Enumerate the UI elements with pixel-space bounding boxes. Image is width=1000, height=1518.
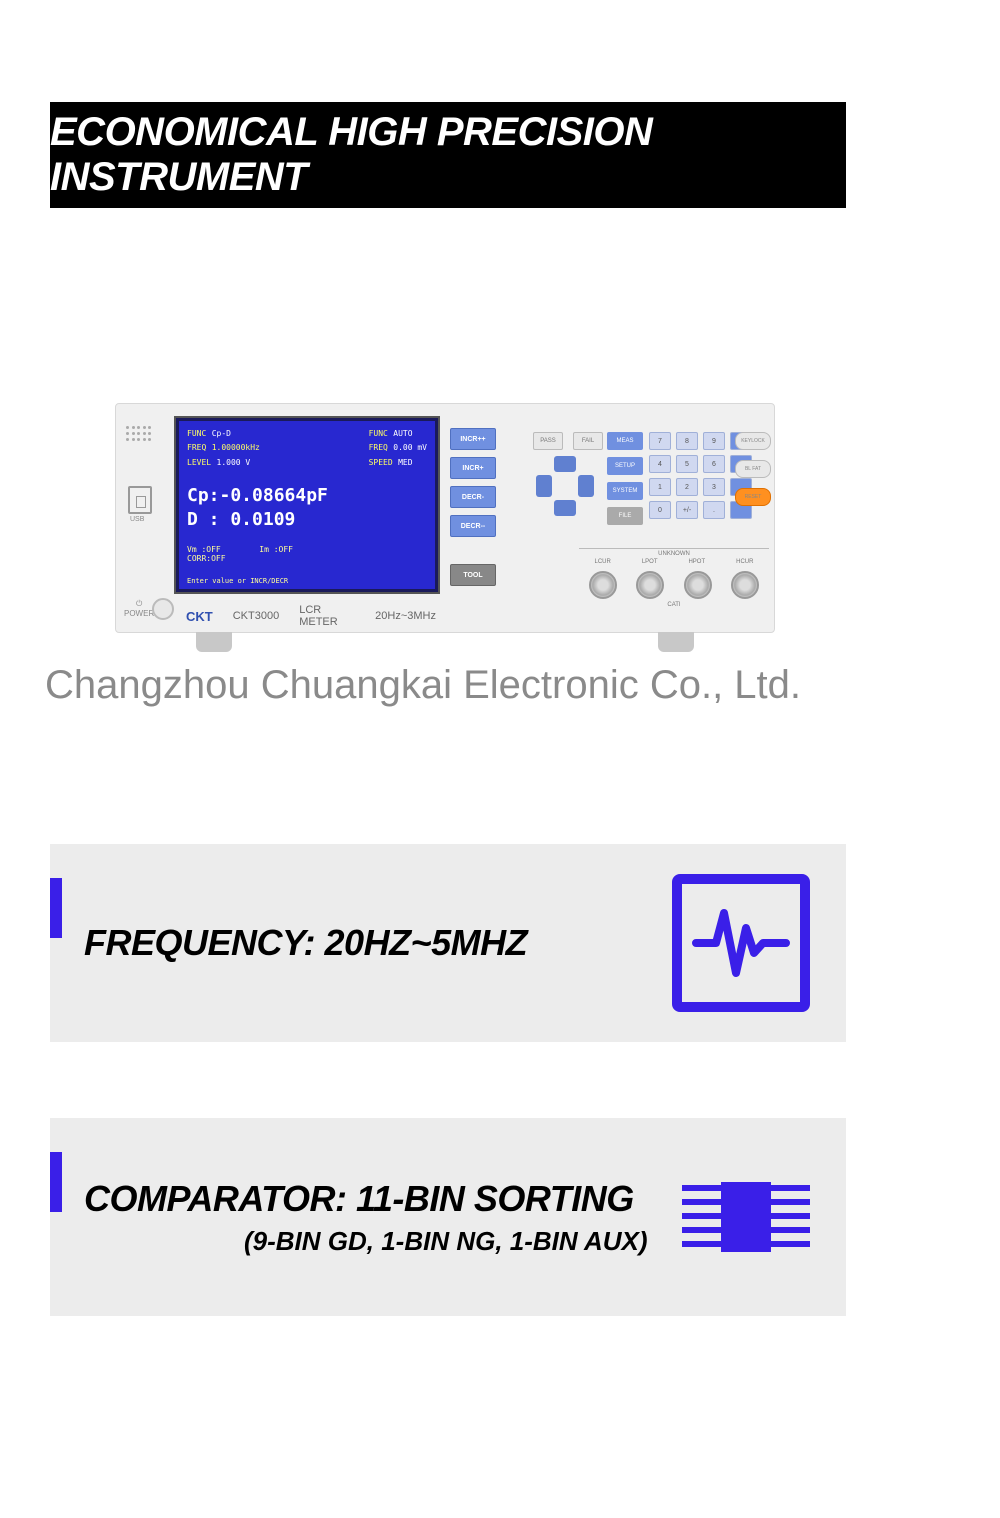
feature-title: COMPARATOR: 11-BIN SORTING (84, 1178, 682, 1220)
power-button (152, 598, 174, 620)
incr-pp-button: INCR++ (450, 428, 496, 450)
feature-comparator: COMPARATOR: 11-BIN SORTING (9-BIN GD, 1-… (50, 1118, 846, 1316)
keylock-button: KEYLOCK (735, 432, 771, 450)
feature-frequency: FREQUENCY: 20HZ~5MHZ (50, 844, 846, 1042)
decr-m-button: DECR- (450, 486, 496, 508)
lcd-screen: FUNC Cp-D FREQ 1.00000kHz LEVEL 1.000 V … (174, 416, 440, 594)
incr-p-button: INCR+ (450, 457, 496, 479)
feature-subtitle: (9-BIN GD, 1-BIN NG, 1-BIN AUX) (244, 1226, 682, 1257)
header-banner: ECONOMICAL HIGH PRECISION INSTRUMENT (50, 102, 846, 208)
side-button-column: INCR++ INCR+ DECR- DECR-- TOOL (450, 428, 496, 586)
header-title: ECONOMICAL HIGH PRECISION INSTRUMENT (50, 110, 846, 200)
model-label: CKT3000 (233, 610, 279, 622)
bnc-hpot-icon (684, 571, 712, 599)
company-name: Changzhou Chuangkai Electronic Co., Ltd. (45, 663, 801, 708)
pass-button: PASS (533, 432, 563, 450)
tool-button: TOOL (450, 564, 496, 586)
accent-bar-icon (50, 878, 62, 938)
feature-title: FREQUENCY: 20HZ~5MHZ (84, 922, 672, 964)
bnc-lcur-icon (589, 571, 617, 599)
bnc-lpot-icon (636, 571, 664, 599)
device-foot-icon (658, 632, 694, 652)
bnc-hcur-icon (731, 571, 759, 599)
meas-button: MEAS (607, 432, 643, 450)
reset-button: RESET (735, 488, 771, 506)
system-button: SYSTEM (607, 482, 643, 500)
usb-port-icon (128, 486, 152, 514)
bnc-connectors: UNKNOWN LCUR LPOT HPOT HCUR CATI (579, 548, 769, 608)
file-button: FILE (607, 507, 643, 525)
decr-mm-button: DECR-- (450, 515, 496, 537)
accent-bar-icon (50, 1152, 62, 1212)
brand-logo: CKT (186, 609, 213, 624)
usb-label: USB (130, 516, 144, 523)
speaker-icon (126, 426, 152, 442)
blfat-button: BL FAT (735, 460, 771, 478)
chip-icon (682, 1177, 810, 1257)
control-panel: PASS FAIL MEAS SETUP SYSTEM FILE 789 456… (511, 414, 771, 624)
fail-button: FAIL (573, 432, 603, 450)
range-label: 20Hz~3MHz (375, 610, 436, 622)
setup-button: SETUP (607, 457, 643, 475)
power-label: ⏻POWER (124, 599, 154, 618)
waveform-icon (672, 874, 810, 1012)
device-brand-row: CKT CKT3000 LCR METER 20Hz~3MHz (186, 604, 436, 628)
device-foot-icon (196, 632, 232, 652)
dpad-icon (533, 456, 597, 516)
measurement-readout: Cp:-0.08664pF D : 0.0109 (187, 484, 427, 531)
instrument-device: USB ⏻POWER FUNC Cp-D FREQ 1.00000kHz LEV… (115, 403, 775, 633)
type-label: LCR METER (299, 604, 355, 628)
